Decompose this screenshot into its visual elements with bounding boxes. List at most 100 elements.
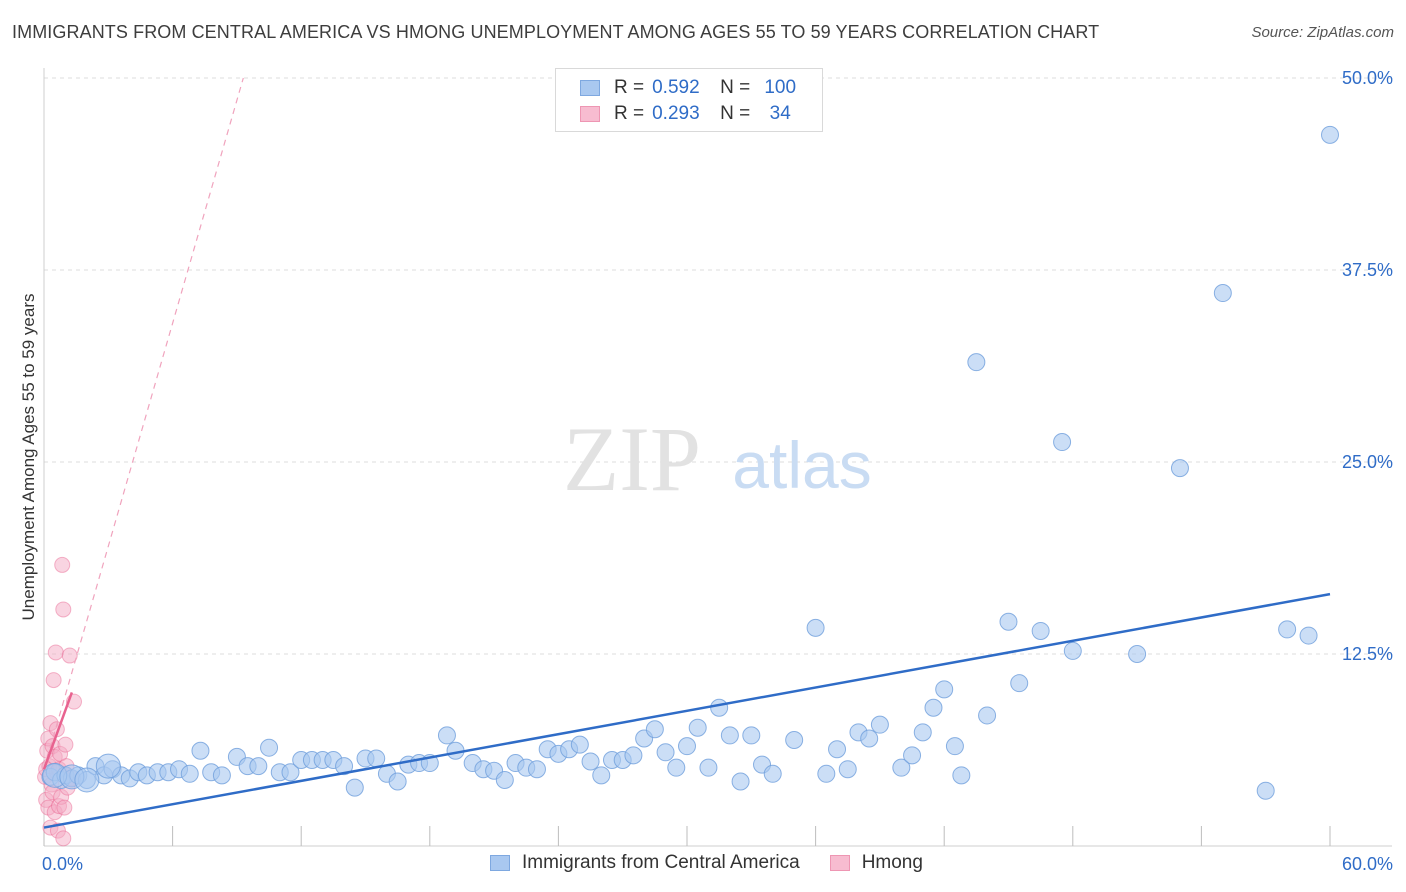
central-america-point — [731, 772, 750, 791]
legend-swatch-blue — [580, 80, 600, 96]
hmong-trend-extended — [43, 77, 244, 770]
central-america-point — [952, 766, 971, 785]
central-america-point — [978, 706, 997, 725]
central-america-point — [817, 764, 836, 783]
legend-row-central-america: R = 0.592 N = 100 — [580, 76, 802, 100]
central-america-point — [742, 726, 761, 745]
central-america-point — [720, 726, 739, 745]
series-swatch-blue — [490, 855, 510, 871]
central-america-point — [335, 757, 354, 776]
tick-labels: 12.5% 25.0% 37.5% 50.0% 0.0% 60.0% — [42, 68, 1393, 874]
central-america-point — [1256, 781, 1275, 800]
central-america-point — [581, 752, 600, 771]
central-america-point-large — [95, 753, 121, 779]
central-america-point — [945, 737, 964, 756]
central-america-point — [892, 758, 911, 777]
hmong-trend-line — [42, 691, 74, 770]
central-america-point — [1053, 433, 1072, 452]
central-america-point — [1063, 641, 1082, 660]
y-axis-label: Unemployment Among Ages 55 to 59 years — [19, 294, 38, 621]
series-legend: Immigrants from Central America Hmong — [490, 852, 953, 874]
legend-r-label: R = — [614, 77, 645, 98]
central-america-point — [828, 740, 847, 759]
trend-lines — [42, 77, 1331, 829]
central-america-point — [1031, 621, 1050, 640]
watermark-zip: ZIP — [563, 408, 701, 510]
series-name-central-america: Immigrants from Central America — [522, 852, 800, 873]
central-america-point — [180, 764, 199, 783]
gridlines — [44, 77, 1392, 655]
central-america-point — [806, 618, 825, 637]
central-america-point — [870, 715, 889, 734]
y-tick-label: 12.5% — [1342, 644, 1393, 664]
legend-n-label: N = — [720, 103, 751, 124]
central-america-point — [710, 698, 729, 717]
central-america-point — [935, 680, 954, 699]
hmong-point — [57, 736, 74, 753]
y-tick-label: 37.5% — [1342, 260, 1393, 280]
central-america-point — [860, 729, 879, 748]
series-legend-hmong: Hmong — [829, 852, 923, 874]
central-america-point-large — [74, 767, 100, 793]
watermark-atlas: atlas — [732, 428, 871, 502]
central-america-point — [1170, 459, 1189, 478]
central-america-point — [345, 778, 364, 797]
central-america-point — [212, 766, 231, 785]
chart-title: IMMIGRANTS FROM CENTRAL AMERICA VS HMONG… — [12, 22, 1100, 42]
central-america-point — [678, 737, 696, 756]
hmong-point — [54, 556, 71, 573]
source-label: Source: ZipAtlas.com — [1251, 24, 1394, 41]
central-america-point — [437, 726, 456, 745]
axes — [43, 68, 1392, 847]
central-america-point — [495, 770, 514, 789]
hmong-point — [55, 830, 72, 847]
central-america-point — [913, 723, 932, 742]
central-america-point — [260, 738, 279, 757]
central-america-trend-line — [43, 592, 1331, 829]
central-america-point — [967, 353, 986, 372]
central-america-point — [249, 757, 268, 776]
hmong-point — [56, 799, 73, 816]
central-america-point — [570, 735, 589, 754]
central-america-point — [527, 760, 546, 779]
series-name-hmong: Hmong — [861, 852, 923, 873]
x-tick-label: 60.0% — [1342, 854, 1393, 874]
series-swatch-pink — [829, 855, 850, 871]
central-america-point — [1010, 674, 1029, 693]
central-america-point — [785, 731, 804, 750]
series-legend-central-america: Immigrants from Central America — [490, 852, 800, 874]
hmong-point — [47, 644, 64, 661]
central-america-point — [999, 612, 1018, 631]
legend-n-value: 100 — [764, 77, 797, 98]
central-america-points — [41, 125, 1339, 800]
hmong-point — [45, 672, 62, 689]
central-america-point — [1278, 620, 1297, 639]
legend-n-value: 34 — [769, 103, 791, 124]
central-america-point — [645, 720, 664, 739]
central-america-point — [763, 764, 782, 783]
central-america-point — [281, 763, 300, 782]
central-america-point — [903, 746, 922, 765]
central-america-point — [1213, 284, 1232, 303]
central-america-point — [367, 749, 386, 768]
central-america-point — [688, 718, 707, 737]
central-america-point — [1321, 125, 1339, 144]
legend-r-value: 0.293 — [652, 103, 700, 124]
legend-r-value: 0.592 — [652, 77, 700, 98]
central-america-point — [924, 698, 943, 717]
central-america-point — [667, 758, 686, 777]
legend-swatch-pink — [580, 106, 600, 122]
central-america-point — [699, 758, 718, 777]
legend: R = 0.592 N = 100 R = 0.293 N = 34 — [555, 68, 823, 132]
legend-r-label: R = — [614, 103, 645, 124]
central-america-point — [624, 746, 643, 765]
central-america-point — [1128, 645, 1147, 663]
legend-row-hmong: R = 0.293 N = 34 — [580, 102, 802, 126]
y-tick-label: 25.0% — [1342, 452, 1393, 472]
central-america-point — [1299, 626, 1318, 645]
x-tick-label: 0.0% — [42, 854, 83, 874]
central-america-point — [388, 772, 407, 791]
central-america-point — [191, 741, 210, 760]
central-america-point — [592, 766, 611, 785]
